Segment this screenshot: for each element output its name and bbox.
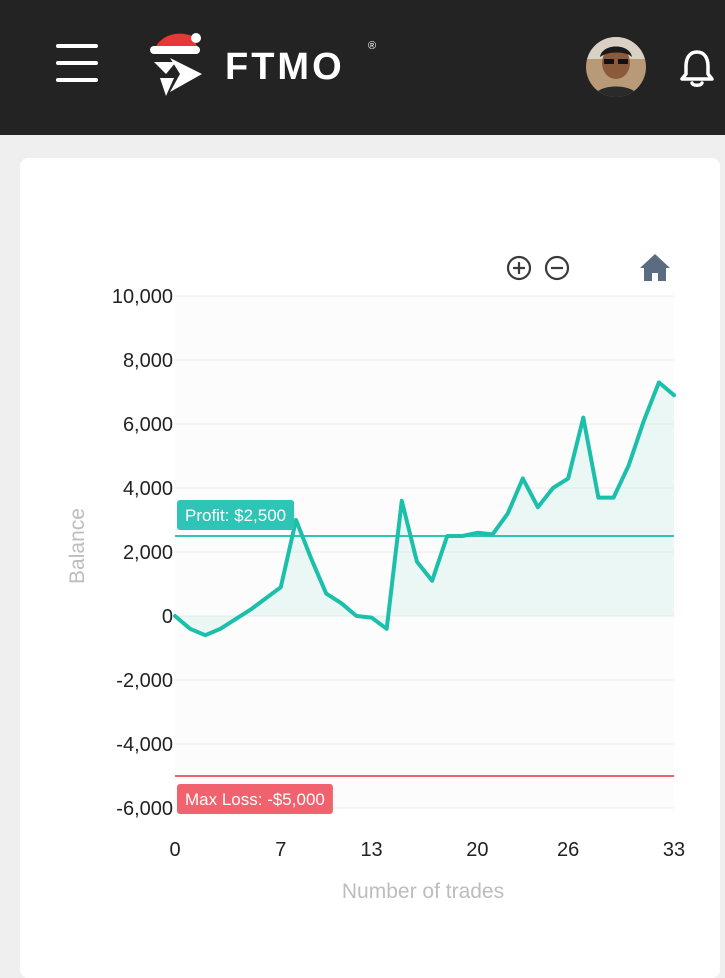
data-point	[294, 518, 298, 522]
badge-background	[177, 784, 333, 814]
badge-label: Profit: $2,500	[185, 506, 286, 525]
data-point	[354, 614, 358, 618]
data-point	[596, 496, 600, 500]
data-point	[415, 560, 419, 564]
data-point	[506, 512, 510, 516]
data-point	[188, 627, 192, 631]
y-tick-label: 8,000	[123, 350, 173, 372]
data-point	[521, 476, 525, 480]
bell-icon-glyph	[680, 50, 714, 87]
y-tick-label: -6,000	[116, 798, 173, 820]
y-axis-ticks: 10,000 8,000 6,000 4,000 2,000 0 -2,000 -4,000 -…	[112, 286, 173, 820]
x-tick-label: 13	[360, 839, 382, 861]
data-point	[218, 627, 222, 631]
x-tick-label: 7	[275, 839, 286, 861]
data-point	[324, 592, 328, 596]
user-avatar[interactable]	[586, 37, 646, 97]
balance-chart-card: Profit: $2,500 Max Loss: -$5,000 10,000 8,…	[20, 158, 720, 978]
data-point	[581, 416, 585, 420]
data-point	[279, 585, 283, 589]
data-point	[173, 614, 177, 618]
bell-icon[interactable]	[679, 48, 715, 88]
balance-line	[173, 380, 676, 638]
menu-bar-line	[56, 44, 98, 48]
data-point	[536, 505, 540, 509]
data-point	[672, 393, 676, 397]
y-tick-label: 6,000	[123, 414, 173, 436]
avatar-image	[586, 37, 646, 97]
data-point	[430, 579, 434, 583]
zoom-out-icon[interactable]	[544, 255, 570, 281]
balance-area	[175, 382, 674, 636]
data-point	[642, 419, 646, 423]
y-axis-label: Balance	[66, 508, 89, 584]
x-tick-label: 20	[466, 839, 488, 861]
data-point	[233, 617, 237, 621]
data-point	[339, 601, 343, 605]
data-point	[264, 596, 268, 600]
data-point	[612, 496, 616, 500]
profit-target-badge: Profit: $2,500	[177, 500, 295, 530]
y-tick-label: 4,000	[123, 478, 173, 500]
y-tick-label: 0	[162, 606, 173, 628]
data-point	[460, 534, 464, 538]
data-point	[627, 464, 631, 468]
data-point	[475, 531, 479, 535]
data-point	[491, 532, 495, 536]
data-point	[400, 499, 404, 503]
y-tick-label: -4,000	[116, 734, 173, 756]
data-point	[370, 616, 374, 620]
y-tick-label: 10,000	[112, 286, 173, 308]
data-point	[657, 380, 661, 384]
data-point	[385, 627, 389, 631]
balance-chart: Profit: $2,500 Max Loss: -$5,000 10,000 8,…	[66, 254, 685, 903]
badge-background	[177, 500, 295, 530]
top-navigation-bar: FTMO ®	[0, 0, 725, 135]
y-tick-label: -2,000	[116, 670, 173, 692]
threshold-badges: Profit: $2,500 Max Loss: -$5,000	[177, 500, 333, 814]
y-tick-label: 2,000	[123, 542, 173, 564]
x-axis-ticks: 0 7 13 20 26 33	[169, 839, 685, 861]
brand-name: FTMO	[225, 46, 345, 88]
max-loss-badge: Max Loss: -$5,000	[177, 784, 333, 814]
registered-mark: ®	[368, 40, 377, 52]
data-point	[445, 534, 449, 538]
x-tick-label: 26	[557, 839, 579, 861]
badge-label: Max Loss: -$5,000	[185, 790, 325, 809]
threshold-lines	[175, 535, 674, 777]
x-tick-label: 33	[663, 839, 685, 861]
x-tick-label: 0	[169, 839, 180, 861]
menu-bar-line	[56, 61, 98, 65]
x-axis-label: Number of trades	[342, 880, 504, 903]
data-point	[249, 608, 253, 612]
hamburger-menu-icon[interactable]	[56, 44, 98, 82]
data-point	[566, 476, 570, 480]
menu-bar-line	[56, 78, 98, 82]
ftmo-logo-santa-hat-icon	[150, 33, 202, 96]
home-icon[interactable]	[640, 254, 670, 281]
ftmo-logo[interactable]: FTMO ®	[146, 28, 386, 100]
data-point	[203, 633, 207, 637]
data-point	[551, 486, 555, 490]
data-point	[309, 556, 313, 560]
zoom-in-icon[interactable]	[506, 255, 532, 281]
